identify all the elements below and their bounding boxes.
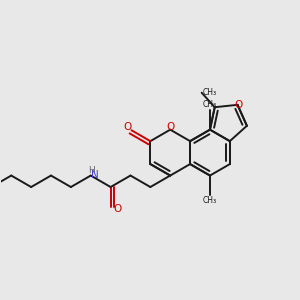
Text: CH₃: CH₃	[203, 88, 217, 97]
Text: CH₃: CH₃	[203, 100, 217, 109]
Text: O: O	[235, 100, 243, 110]
Text: CH₃: CH₃	[203, 196, 217, 205]
Text: O: O	[166, 122, 174, 131]
Text: N: N	[91, 169, 99, 179]
Text: H: H	[88, 166, 95, 175]
Text: O: O	[114, 204, 122, 214]
Text: O: O	[123, 122, 131, 132]
